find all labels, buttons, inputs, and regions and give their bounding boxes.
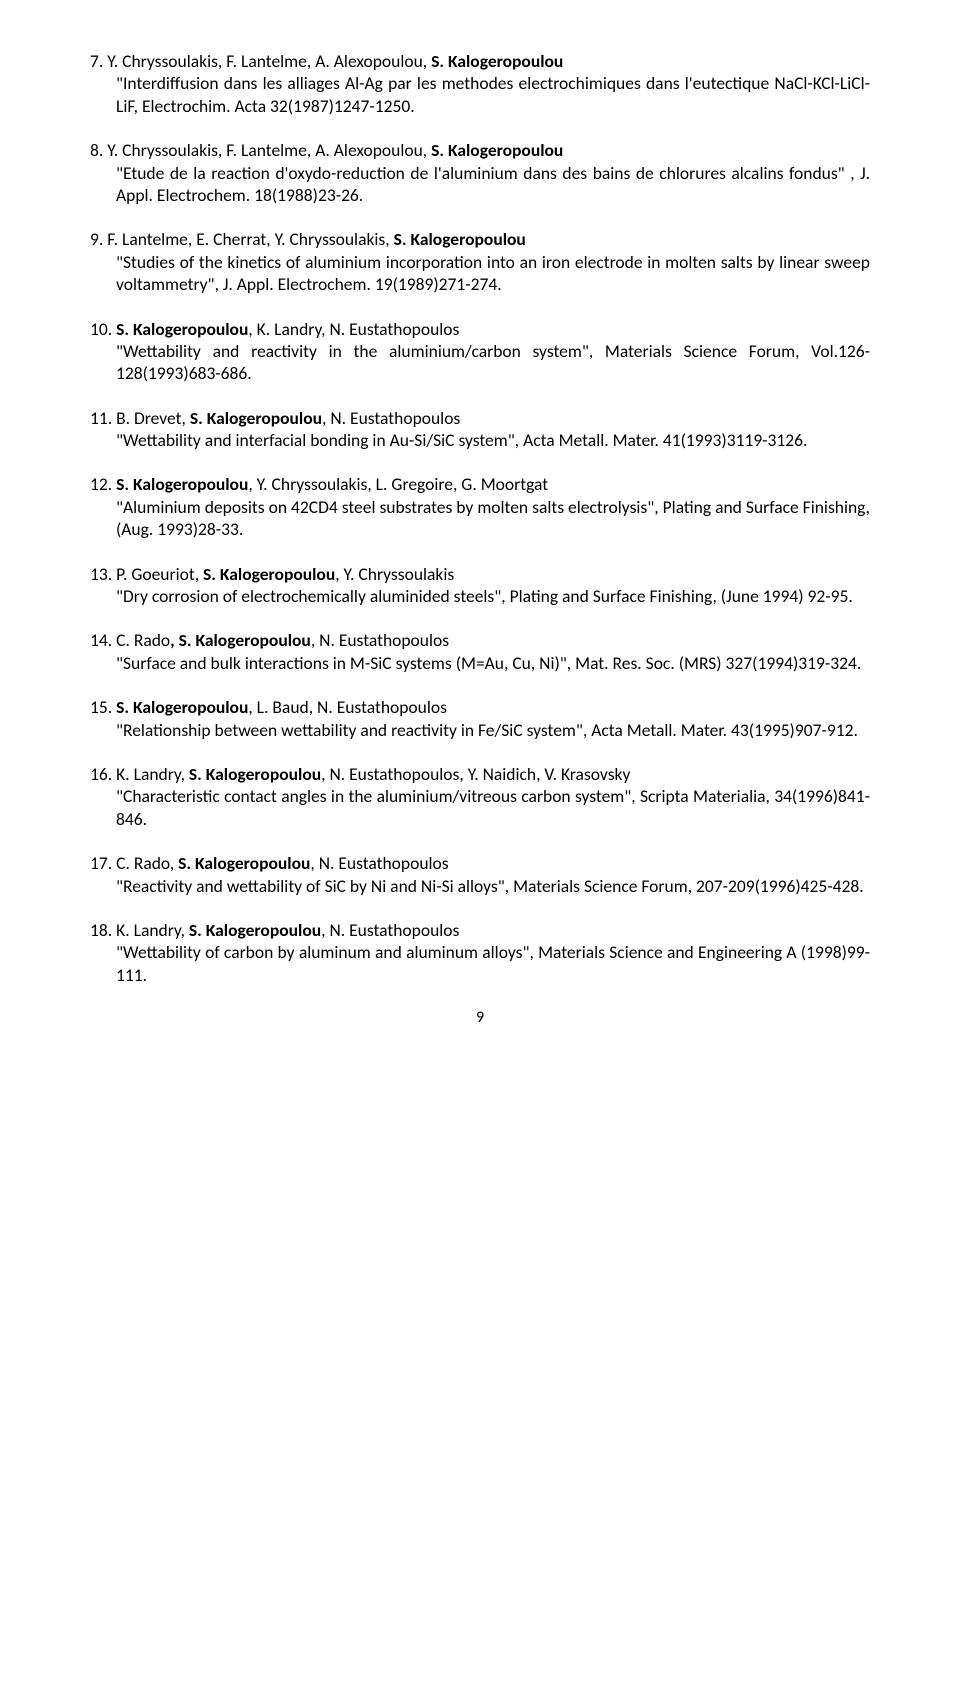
- ref-authors: S. Kalogeropoulou, Y. Chryssoulakis, L. …: [112, 473, 548, 495]
- ref-number: 18.: [90, 919, 112, 941]
- ref-authors: Y. Chryssoulakis, F. Lantelme, A. Alexop…: [103, 139, 563, 161]
- ref-authors: S. Kalogeropoulou, K. Landry, N. Eustath…: [112, 318, 459, 340]
- ref-authors: K. Landry, S. Kalogeropoulou, N. Eustath…: [112, 763, 630, 785]
- ref-authors: S. Kalogeropoulou, L. Baud, N. Eustathop…: [112, 696, 447, 718]
- reference-item: 18. K. Landry, S. Kalogeropoulou, N. Eus…: [90, 919, 870, 986]
- ref-authors: P. Goeuriot, S. Kalogeropoulou, Y. Chrys…: [112, 563, 454, 585]
- ref-number: 12.: [90, 473, 112, 495]
- ref-authors: C. Rado, S. Kalogeropoulou, N. Eustathop…: [112, 852, 448, 874]
- ref-number: 11.: [90, 407, 112, 429]
- ref-body: "Aluminium deposits on 42CD4 steel subst…: [90, 496, 870, 541]
- ref-body: "Characteristic contact angles in the al…: [90, 785, 870, 830]
- ref-body: "Wettability of carbon by aluminum and a…: [90, 941, 870, 986]
- reference-item: 15. S. Kalogeropoulou, L. Baud, N. Eusta…: [90, 696, 870, 741]
- reference-item: 17. C. Rado, S. Kalogeropoulou, N. Eusta…: [90, 852, 870, 897]
- ref-body: "Studies of the kinetics of aluminium in…: [90, 251, 870, 296]
- ref-number: 16.: [90, 763, 112, 785]
- ref-body: "Etude de la reaction d'oxydo-reduction …: [90, 162, 870, 207]
- reference-item: 10. S. Kalogeropoulou, K. Landry, N. Eus…: [90, 318, 870, 385]
- ref-body: "Wettability and interfacial bonding in …: [90, 429, 870, 451]
- reference-item: 14. C. Rado, S. Kalogeropoulou, N. Eusta…: [90, 629, 870, 674]
- ref-number: 9.: [90, 228, 103, 250]
- ref-body: "Surface and bulk interactions in M-SiC …: [90, 652, 870, 674]
- ref-body: "Wettability and reactivity in the alumi…: [90, 340, 870, 385]
- reference-item: 7. Y. Chryssoulakis, F. Lantelme, A. Ale…: [90, 50, 870, 117]
- ref-number: 10.: [90, 318, 112, 340]
- ref-number: 17.: [90, 852, 112, 874]
- ref-body: "Relationship between wettability and re…: [90, 719, 870, 741]
- reference-item: 12. S. Kalogeropoulou, Y. Chryssoulakis,…: [90, 473, 870, 540]
- ref-authors: F. Lantelme, E. Cherrat, Y. Chryssoulaki…: [103, 228, 526, 250]
- reference-item: 8. Y. Chryssoulakis, F. Lantelme, A. Ale…: [90, 139, 870, 206]
- ref-authors: K. Landry, S. Kalogeropoulou, N. Eustath…: [112, 919, 459, 941]
- references-list: 7. Y. Chryssoulakis, F. Lantelme, A. Ale…: [90, 50, 870, 986]
- ref-authors: B. Drevet, S. Kalogeropoulou, N. Eustath…: [112, 407, 460, 429]
- ref-body: "Reactivity and wettability of SiC by Ni…: [90, 875, 870, 897]
- ref-number: 8.: [90, 139, 103, 161]
- ref-authors: Y. Chryssoulakis, F. Lantelme, A. Alexop…: [103, 50, 563, 72]
- reference-item: 13. P. Goeuriot, S. Kalogeropoulou, Y. C…: [90, 563, 870, 608]
- reference-item: 16. K. Landry, S. Kalogeropoulou, N. Eus…: [90, 763, 870, 830]
- ref-number: 14.: [90, 629, 112, 651]
- ref-number: 15.: [90, 696, 112, 718]
- ref-number: 7.: [90, 50, 103, 72]
- ref-body: "Dry corrosion of electrochemically alum…: [90, 585, 870, 607]
- reference-item: 9. F. Lantelme, E. Cherrat, Y. Chryssoul…: [90, 228, 870, 295]
- page-number: 9: [90, 1008, 870, 1028]
- ref-body: "Interdiffusion dans les alliages Al-Ag …: [90, 72, 870, 117]
- ref-authors: C. Rado, S. Kalogeropoulou, N. Eustathop…: [112, 629, 449, 651]
- reference-item: 11. B. Drevet, S. Kalogeropoulou, N. Eus…: [90, 407, 870, 452]
- ref-number: 13.: [90, 563, 112, 585]
